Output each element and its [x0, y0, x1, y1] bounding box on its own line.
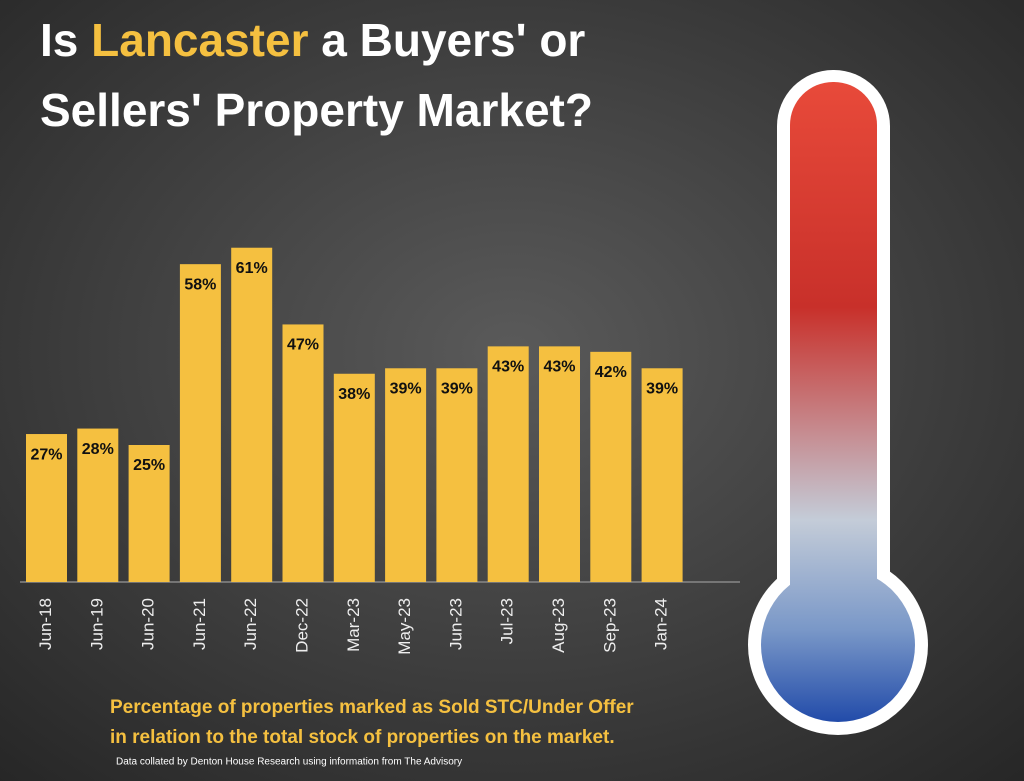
x-tick-label: Mar-23	[344, 598, 363, 652]
bar	[641, 368, 683, 582]
bar	[590, 351, 632, 582]
thermometer-tube	[790, 82, 877, 682]
bar	[539, 346, 580, 582]
x-tick-label: Jun-19	[87, 598, 106, 650]
x-tick-label: May-23	[395, 598, 414, 655]
title: Sellers' Property Market?	[40, 84, 593, 136]
value-label: 43%	[492, 359, 524, 376]
value-label: 43%	[543, 359, 575, 376]
value-label: 58%	[184, 276, 216, 293]
bar	[128, 445, 170, 582]
subtitle: Percentage of properties marked as Sold …	[110, 697, 634, 718]
source: Data collated by Denton House Research u…	[116, 757, 462, 768]
value-label: 47%	[287, 337, 319, 354]
bar	[436, 368, 478, 582]
x-tick-label: Jun-21	[190, 598, 209, 650]
title-part: a Buyers' or	[321, 14, 585, 66]
bar	[26, 434, 67, 582]
value-label: 28%	[82, 441, 114, 458]
bar	[282, 324, 324, 582]
bar	[231, 247, 273, 582]
title-part: Is	[40, 14, 78, 66]
x-tick-label: Jul-23	[498, 598, 517, 644]
value-label: 27%	[30, 446, 62, 463]
bar	[179, 264, 221, 582]
title: Is Lancaster a Buyers' or	[40, 14, 585, 66]
bar	[77, 428, 119, 582]
value-label: 39%	[441, 380, 473, 397]
x-tick-label: Aug-23	[549, 598, 568, 653]
bar	[487, 346, 529, 582]
value-label: 61%	[236, 260, 268, 277]
x-tick-label: Jun-22	[241, 598, 260, 650]
title-highlight: Lancaster	[91, 14, 308, 66]
x-tick-label: Jun-23	[446, 598, 465, 650]
x-tick-label: Jun-18	[36, 598, 55, 650]
value-label: 38%	[338, 386, 370, 403]
value-label: 25%	[133, 457, 165, 474]
bar	[333, 373, 375, 582]
value-label: 39%	[646, 380, 678, 397]
bars: 27% Jun-18 28% Jun-19 25% Jun-20 58% Jun-21 61% J…	[26, 247, 683, 655]
x-tick-label: Jun-20	[139, 598, 158, 650]
thermometer	[748, 70, 928, 735]
x-tick-label: Dec-22	[292, 598, 311, 653]
subtitle: in relation to the total stock of proper…	[110, 727, 615, 748]
bar	[385, 368, 427, 582]
x-tick-label: Jan-24	[652, 598, 671, 650]
x-tick-label: Sep-23	[600, 598, 619, 653]
thermometer-bulb	[761, 568, 915, 722]
value-label: 39%	[390, 380, 422, 397]
value-label: 42%	[595, 364, 627, 381]
